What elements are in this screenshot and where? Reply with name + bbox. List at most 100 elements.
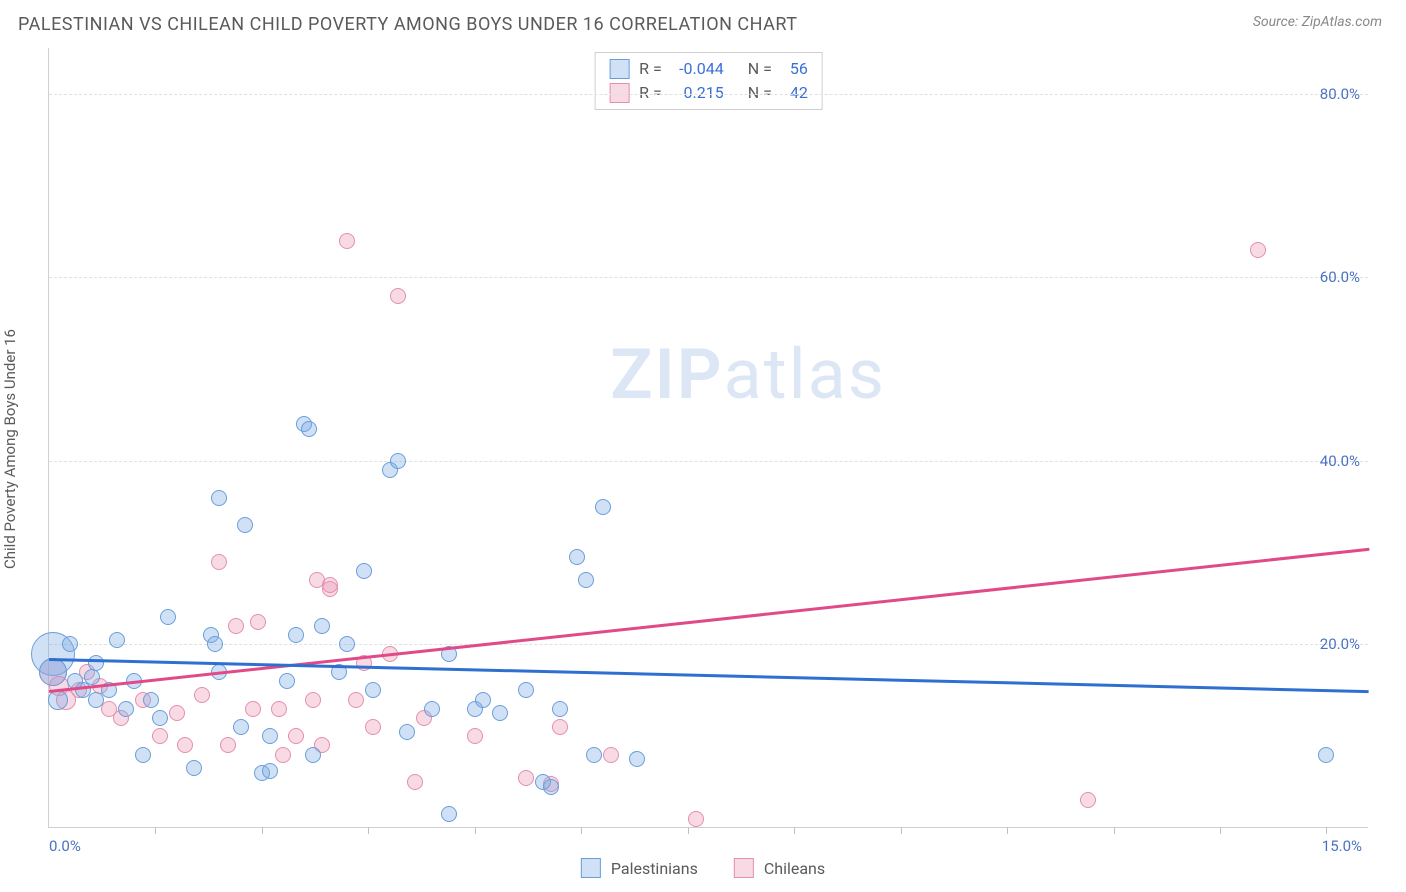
data-point-palestinians bbox=[109, 632, 125, 648]
data-point-chileans bbox=[211, 554, 227, 570]
watermark-atlas: atlas bbox=[724, 334, 886, 416]
data-point-palestinians bbox=[288, 627, 304, 643]
scatter-plot: ZIPatlas R = -0.044 N = 56 R = 0.215 N =… bbox=[48, 48, 1368, 828]
data-point-palestinians bbox=[365, 682, 381, 698]
swatch-chileans bbox=[734, 858, 754, 878]
data-point-palestinians bbox=[339, 636, 355, 652]
legend-item-chileans: Chileans bbox=[734, 858, 825, 878]
data-point-chileans bbox=[365, 719, 381, 735]
x-tick bbox=[1114, 827, 1115, 834]
data-point-palestinians bbox=[399, 724, 415, 740]
r-label: R = bbox=[639, 57, 662, 81]
y-axis-label: Child Poverty Among Boys Under 16 bbox=[1, 329, 19, 569]
data-point-chileans bbox=[1250, 242, 1266, 258]
data-point-palestinians bbox=[301, 421, 317, 437]
data-point-palestinians bbox=[390, 453, 406, 469]
stats-box: R = -0.044 N = 56 R = 0.215 N = 42 bbox=[594, 52, 823, 110]
data-point-palestinians bbox=[424, 701, 440, 717]
x-tick bbox=[581, 827, 582, 834]
data-point-palestinians bbox=[62, 636, 78, 652]
data-point-chileans bbox=[603, 747, 619, 763]
y-tick-label: 40.0% bbox=[1320, 452, 1360, 470]
watermark-zip: ZIP bbox=[610, 334, 723, 416]
stats-row-palestinians: R = -0.044 N = 56 bbox=[609, 57, 808, 81]
data-point-chileans bbox=[288, 728, 304, 744]
data-point-palestinians bbox=[441, 806, 457, 822]
data-point-chileans bbox=[348, 692, 364, 708]
x-tick bbox=[155, 827, 156, 834]
x-tick bbox=[368, 827, 369, 834]
data-point-chileans bbox=[169, 705, 185, 721]
legend-label-chileans: Chileans bbox=[764, 859, 825, 878]
data-point-palestinians bbox=[233, 719, 249, 735]
data-point-chileans bbox=[228, 618, 244, 634]
data-point-palestinians bbox=[578, 572, 594, 588]
data-point-chileans bbox=[275, 747, 291, 763]
watermark: ZIPatlas bbox=[610, 334, 886, 416]
trendline-palestinians bbox=[49, 658, 1369, 693]
data-point-chileans bbox=[322, 577, 338, 593]
data-point-chileans bbox=[552, 719, 568, 735]
data-point-palestinians bbox=[135, 747, 151, 763]
data-point-palestinians bbox=[314, 618, 330, 634]
data-point-chileans bbox=[467, 728, 483, 744]
data-point-chileans bbox=[407, 774, 423, 790]
data-point-chileans bbox=[271, 701, 287, 717]
source-attribution: Source: ZipAtlas.com bbox=[1253, 14, 1382, 30]
gridline-h bbox=[49, 461, 1368, 462]
data-point-palestinians bbox=[160, 609, 176, 625]
data-point-chileans bbox=[305, 692, 321, 708]
data-point-palestinians bbox=[475, 692, 491, 708]
y-tick-label: 20.0% bbox=[1320, 635, 1360, 653]
n-value-palestinians: 56 bbox=[782, 57, 808, 81]
data-point-palestinians bbox=[262, 763, 278, 779]
x-axis-max-label: 15.0% bbox=[1322, 837, 1362, 855]
data-point-chileans bbox=[1080, 792, 1096, 808]
data-point-chileans bbox=[177, 737, 193, 753]
x-axis-min-label: 0.0% bbox=[49, 837, 81, 855]
trendline-chileans bbox=[49, 548, 1369, 693]
x-tick bbox=[1326, 827, 1327, 834]
data-point-chileans bbox=[250, 614, 266, 630]
data-point-palestinians bbox=[595, 499, 611, 515]
data-point-palestinians bbox=[586, 747, 602, 763]
data-point-palestinians bbox=[543, 779, 559, 795]
x-tick bbox=[475, 827, 476, 834]
data-point-palestinians bbox=[237, 517, 253, 533]
r-value-palestinians: -0.044 bbox=[672, 57, 724, 81]
data-point-palestinians bbox=[118, 701, 134, 717]
chart-title: PALESTINIAN VS CHILEAN CHILD POVERTY AMO… bbox=[18, 14, 797, 35]
data-point-chileans bbox=[688, 811, 704, 827]
x-tick bbox=[901, 827, 902, 834]
data-point-chileans bbox=[518, 770, 534, 786]
data-point-chileans bbox=[339, 233, 355, 249]
data-point-palestinians bbox=[211, 490, 227, 506]
data-point-chileans bbox=[194, 687, 210, 703]
data-point-palestinians bbox=[262, 728, 278, 744]
data-point-palestinians bbox=[518, 682, 534, 698]
x-tick bbox=[794, 827, 795, 834]
legend-label-palestinians: Palestinians bbox=[611, 859, 698, 878]
data-point-palestinians bbox=[356, 563, 372, 579]
bottom-legend: Palestinians Chileans bbox=[581, 858, 825, 878]
swatch-palestinians bbox=[581, 858, 601, 878]
gridline-h bbox=[49, 644, 1368, 645]
data-point-chileans bbox=[152, 728, 168, 744]
data-point-palestinians bbox=[629, 751, 645, 767]
y-tick-label: 80.0% bbox=[1320, 85, 1360, 103]
x-tick bbox=[1007, 827, 1008, 834]
data-point-palestinians bbox=[279, 673, 295, 689]
data-point-palestinians bbox=[305, 747, 321, 763]
data-point-palestinians bbox=[569, 549, 585, 565]
x-tick bbox=[688, 827, 689, 834]
gridline-h bbox=[49, 94, 1368, 95]
data-point-palestinians bbox=[492, 705, 508, 721]
data-point-palestinians bbox=[143, 692, 159, 708]
gridline-h bbox=[49, 277, 1368, 278]
data-point-palestinians bbox=[84, 669, 100, 685]
y-tick-label: 60.0% bbox=[1320, 268, 1360, 286]
n-label: N = bbox=[748, 57, 772, 81]
data-point-chileans bbox=[220, 737, 236, 753]
data-point-palestinians bbox=[552, 701, 568, 717]
x-tick bbox=[262, 827, 263, 834]
